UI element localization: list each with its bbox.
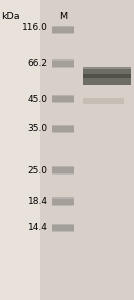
- Bar: [83, 98, 124, 103]
- Text: 35.0: 35.0: [27, 124, 48, 134]
- Bar: [52, 197, 74, 199]
- Bar: [52, 26, 74, 27]
- Bar: [52, 59, 74, 61]
- Bar: [52, 59, 74, 68]
- Bar: [52, 125, 74, 126]
- Bar: [52, 95, 74, 103]
- Bar: [52, 95, 74, 96]
- Text: 45.0: 45.0: [28, 94, 48, 103]
- Bar: [52, 166, 74, 175]
- Bar: [52, 230, 74, 232]
- Bar: [83, 67, 131, 69]
- Bar: [0, 0, 40, 300]
- Bar: [52, 166, 74, 167]
- Text: kDa: kDa: [1, 12, 20, 21]
- Bar: [52, 224, 74, 226]
- Text: 25.0: 25.0: [28, 166, 48, 175]
- Bar: [52, 224, 74, 232]
- Text: 116.0: 116.0: [22, 23, 48, 32]
- Text: 18.4: 18.4: [28, 197, 48, 206]
- Bar: [52, 102, 74, 103]
- Text: 66.2: 66.2: [28, 59, 48, 68]
- Bar: [83, 67, 131, 85]
- Bar: [52, 33, 74, 34]
- Bar: [40, 0, 134, 300]
- Bar: [52, 132, 74, 133]
- Bar: [52, 205, 74, 206]
- Bar: [52, 125, 74, 133]
- Text: M: M: [60, 12, 68, 21]
- Bar: [52, 67, 74, 68]
- Bar: [52, 26, 74, 34]
- Bar: [83, 74, 131, 78]
- Bar: [52, 173, 74, 175]
- Bar: [52, 197, 74, 206]
- Text: 14.4: 14.4: [28, 224, 48, 232]
